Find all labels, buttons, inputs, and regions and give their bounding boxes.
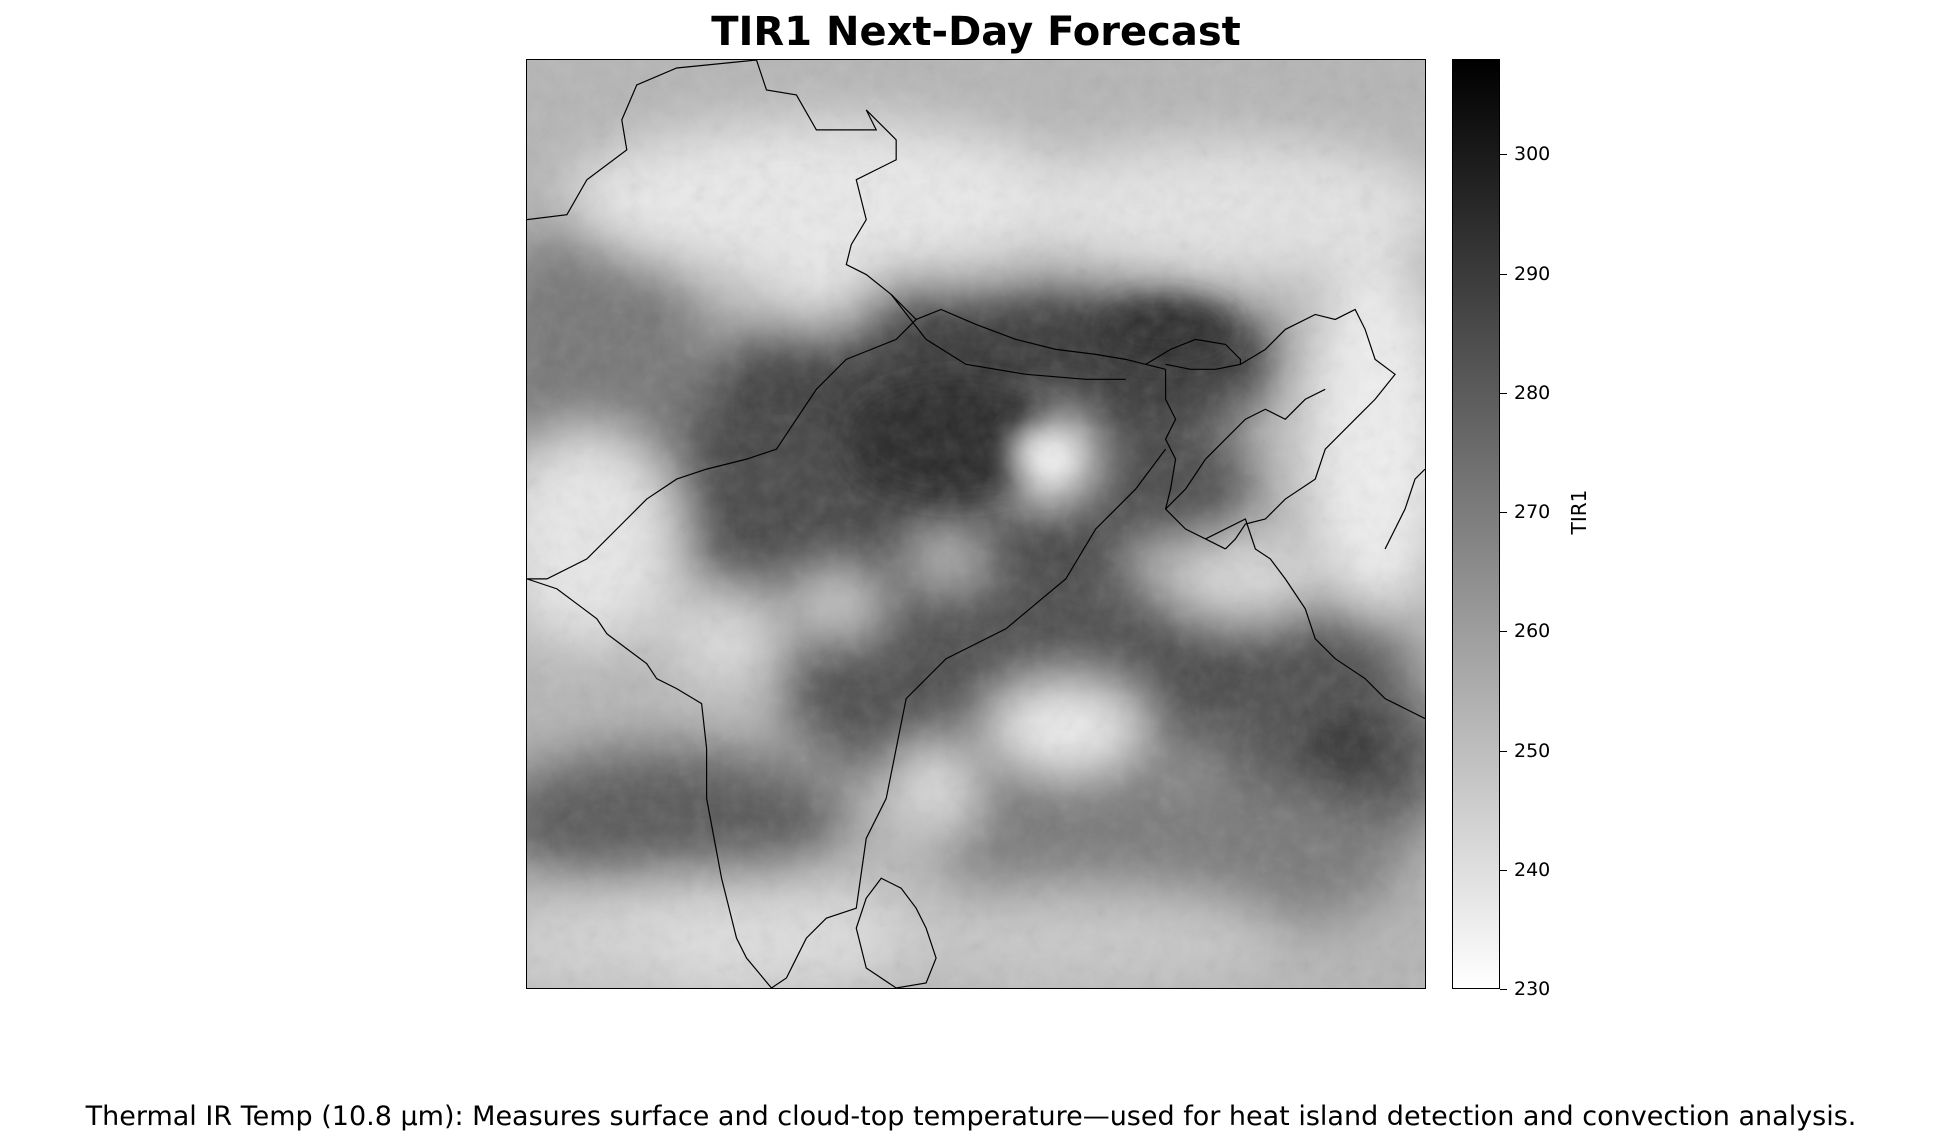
colorbar-tick-label: 240 <box>1514 858 1551 881</box>
colorbar-label: TIR1 <box>1567 489 1591 535</box>
colorbar-tick-mark <box>1500 273 1507 275</box>
colorbar-tick-label: 260 <box>1514 620 1551 643</box>
colorbar-tick-mark <box>1500 154 1507 156</box>
colorbar-tick-mark <box>1500 392 1507 394</box>
country-boundaries <box>527 60 1425 988</box>
colorbar-tick-mark <box>1500 750 1507 752</box>
colorbar-tick-label: 230 <box>1514 978 1551 1000</box>
colorbar-tick-mark <box>1500 869 1507 871</box>
colorbar-tick-mark <box>1500 631 1507 633</box>
colorbar-tick-label: 300 <box>1514 143 1551 166</box>
colorbar-tick-mark <box>1500 512 1507 514</box>
colorbar-tick-label: 290 <box>1514 262 1551 285</box>
colorbar <box>1452 59 1500 989</box>
colorbar-tick-label: 270 <box>1514 501 1551 524</box>
colorbar-tick-label: 280 <box>1514 381 1551 404</box>
tir1-field-image <box>527 60 1425 988</box>
forecast-map <box>526 59 1426 989</box>
map-title: TIR1 Next-Day Forecast <box>711 9 1241 55</box>
colorbar-ticks: 230 240 250 260 270 280 290 300 <box>1500 59 1580 1000</box>
colorbar-tick-label: 250 <box>1514 739 1551 762</box>
colorbar-tick-mark <box>1500 989 1507 990</box>
caption: Thermal IR Temp (10.8 µm): Measures surf… <box>85 1101 1857 1132</box>
